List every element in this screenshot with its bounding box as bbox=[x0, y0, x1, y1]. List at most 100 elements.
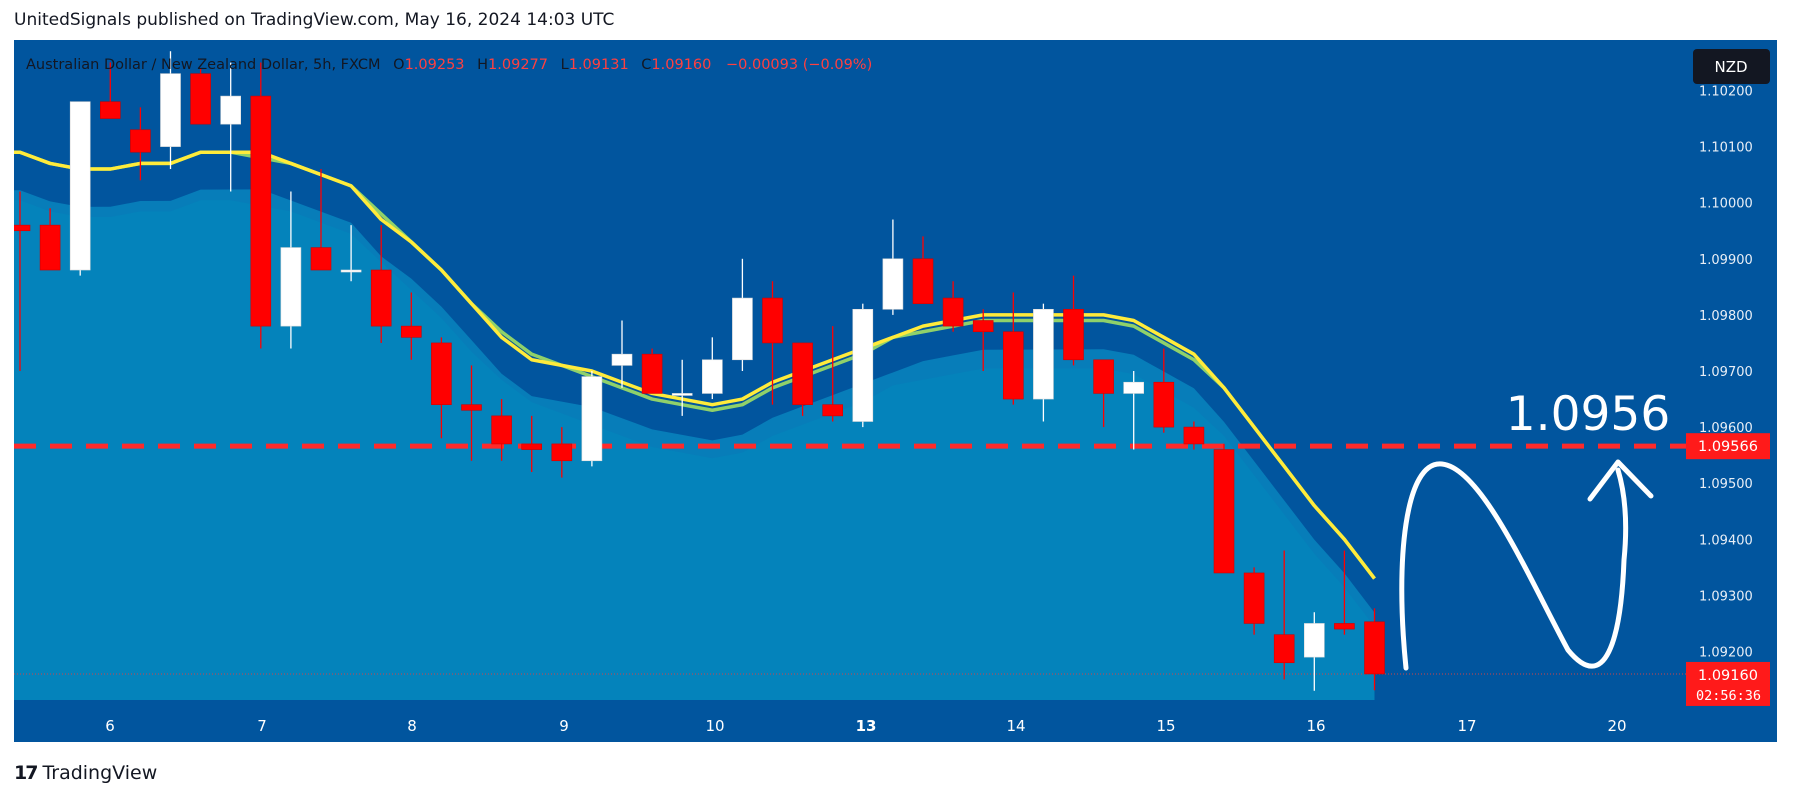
x-tick-label: 16 bbox=[1306, 717, 1325, 735]
ma-area-fill bbox=[14, 200, 1375, 701]
candle bbox=[792, 342, 813, 416]
candle bbox=[641, 348, 663, 394]
x-tick-label: 17 bbox=[1457, 717, 1476, 735]
footer-brand[interactable]: 17 TradingView bbox=[14, 762, 157, 784]
x-tick-label: 10 bbox=[705, 717, 724, 735]
candle bbox=[1243, 567, 1265, 635]
open-value: 1.09253 bbox=[405, 57, 465, 73]
candle bbox=[310, 169, 332, 271]
candle bbox=[14, 191, 31, 371]
y-tick-label: 1.09400 bbox=[1699, 533, 1753, 548]
candle-body bbox=[581, 376, 603, 462]
candle bbox=[250, 62, 272, 349]
candle-body bbox=[220, 95, 241, 125]
candle-body bbox=[882, 258, 904, 310]
candle-body bbox=[491, 415, 512, 445]
candle-body bbox=[1123, 381, 1144, 394]
candle bbox=[1033, 303, 1054, 422]
target-price-label: 1.09566 bbox=[1698, 439, 1758, 455]
y-tick-label: 1.09300 bbox=[1699, 589, 1753, 604]
candle-body bbox=[1334, 623, 1355, 630]
candle-body bbox=[1153, 381, 1175, 428]
candle-body bbox=[912, 258, 934, 304]
candle bbox=[370, 225, 392, 343]
candle-body bbox=[701, 359, 723, 394]
candle bbox=[701, 337, 723, 400]
y-tick-label: 1.09900 bbox=[1699, 253, 1753, 268]
price-badges: 1.09566 1.09160 02:56:36 bbox=[1686, 433, 1770, 706]
candle-body bbox=[1364, 621, 1385, 675]
candle bbox=[611, 320, 633, 388]
x-tick-label: 13 bbox=[856, 717, 877, 735]
candles-group bbox=[14, 51, 1385, 691]
symbol-title: Australian Dollar / New Zealand Dollar, … bbox=[26, 57, 381, 73]
close-value: 1.09160 bbox=[651, 57, 711, 73]
candle-body bbox=[1304, 623, 1325, 658]
change-value: −0.00093 (−0.09%) bbox=[726, 57, 872, 73]
candle bbox=[1063, 275, 1084, 366]
currency-badge[interactable] bbox=[1693, 49, 1770, 84]
candle bbox=[340, 225, 362, 282]
y-tick-label: 1.09200 bbox=[1699, 646, 1753, 661]
candle-body bbox=[732, 297, 753, 361]
candle bbox=[1002, 292, 1024, 405]
candle-body bbox=[130, 129, 151, 153]
low-value: 1.09131 bbox=[569, 57, 629, 73]
high-label: H bbox=[477, 57, 488, 73]
x-tick-label: 7 bbox=[257, 717, 267, 735]
candle-body bbox=[822, 404, 844, 417]
x-tick-label: 20 bbox=[1607, 717, 1626, 735]
candle-body bbox=[1183, 426, 1205, 445]
bar-countdown: 02:56:36 bbox=[1696, 688, 1761, 704]
y-tick-label: 1.09500 bbox=[1699, 477, 1753, 492]
candle-body bbox=[370, 269, 392, 327]
candle-body bbox=[160, 73, 181, 147]
price-axis[interactable]: 1.10200 1.10100 1.10000 1.09900 1.09800 1.097… bbox=[1699, 84, 1753, 660]
open-label: O bbox=[393, 57, 404, 73]
projection-curve bbox=[1399, 461, 1629, 671]
candle bbox=[1334, 550, 1355, 635]
candle bbox=[39, 208, 61, 271]
candle bbox=[1093, 359, 1114, 428]
candle-body bbox=[641, 353, 663, 394]
candle bbox=[1183, 421, 1205, 450]
x-tick-label: 8 bbox=[407, 717, 417, 735]
candle bbox=[852, 303, 874, 428]
candle-body bbox=[280, 247, 302, 327]
currency-label: NZD bbox=[1714, 58, 1747, 76]
candle-body bbox=[431, 342, 452, 405]
candle bbox=[1123, 371, 1144, 450]
candle-body bbox=[1093, 359, 1114, 394]
candle bbox=[280, 191, 302, 349]
x-tick-label: 6 bbox=[105, 717, 115, 735]
candle-body bbox=[762, 297, 783, 344]
candle bbox=[400, 292, 422, 360]
projection-arrowhead bbox=[1587, 459, 1654, 502]
candle-body bbox=[400, 325, 422, 338]
ohlc-legend: Australian Dollar / New Zealand Dollar, … bbox=[26, 57, 872, 73]
candle bbox=[1153, 348, 1175, 433]
candle-body bbox=[1243, 572, 1265, 624]
candle bbox=[1213, 443, 1235, 574]
candle-body bbox=[852, 308, 874, 422]
candle bbox=[882, 219, 904, 315]
candle bbox=[431, 337, 452, 439]
candle-body bbox=[69, 101, 91, 271]
candle bbox=[521, 415, 543, 472]
candle-body bbox=[1273, 634, 1295, 664]
time-axis[interactable]: 6 7 8 9 10 13 14 15 16 17 20 bbox=[105, 717, 1626, 735]
tradingview-logo-icon: 17 bbox=[14, 762, 38, 784]
candle-body bbox=[39, 224, 61, 271]
candle bbox=[1273, 550, 1295, 680]
candle bbox=[972, 309, 994, 371]
candle-body bbox=[190, 73, 211, 125]
candle-body bbox=[100, 101, 121, 119]
x-tick-label: 15 bbox=[1156, 717, 1175, 735]
target-annotation: 1.0956 bbox=[1506, 387, 1670, 442]
y-tick-label: 1.09600 bbox=[1699, 421, 1753, 436]
candle bbox=[130, 107, 151, 181]
candle-body bbox=[521, 443, 543, 450]
candle-body bbox=[1063, 308, 1084, 361]
candle bbox=[220, 62, 241, 192]
